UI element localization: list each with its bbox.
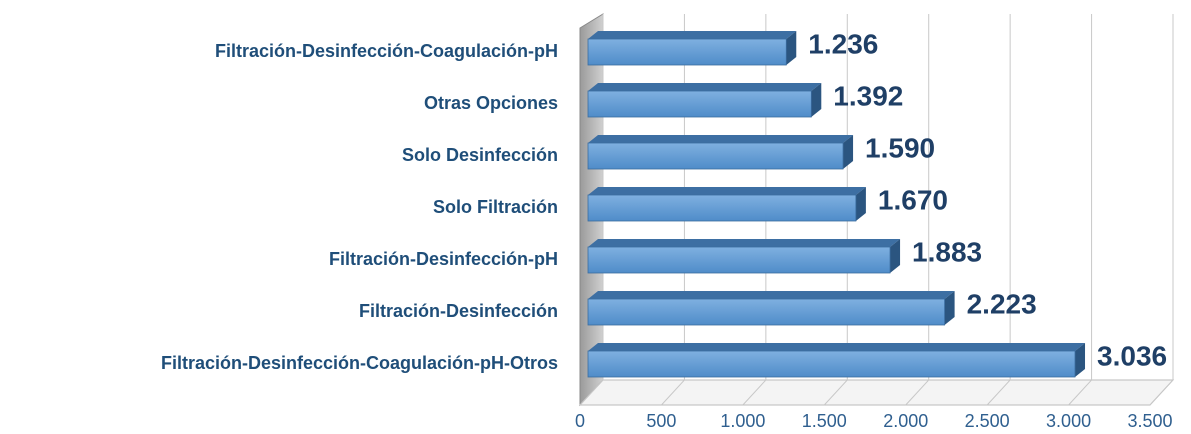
category-label: Solo Desinfección [402, 145, 558, 165]
bar-end [811, 83, 822, 117]
x-tick-label: 2.500 [965, 411, 1010, 431]
bar-top [588, 291, 955, 299]
bar [587, 31, 797, 66]
value-label: 1.883 [912, 236, 982, 267]
bar-top [588, 83, 822, 91]
value-label: 1.236 [808, 28, 878, 59]
bar-end [855, 187, 866, 221]
x-tick-label: 2.000 [883, 411, 928, 431]
bar [587, 291, 955, 326]
bar-end [843, 135, 854, 169]
bar-top [588, 135, 854, 143]
bar-front [587, 90, 812, 118]
bar-end [944, 291, 955, 325]
category-label: Solo Filtración [433, 197, 558, 217]
value-label: 3.036 [1097, 340, 1167, 371]
floor [578, 379, 1175, 406]
bar-top [588, 239, 901, 247]
bar [587, 239, 901, 274]
x-tick-label: 500 [646, 411, 676, 431]
x-tick-label: 3.000 [1046, 411, 1091, 431]
category-label: Filtración-Desinfección-Coagulación-pH [215, 41, 558, 61]
value-label: 2.223 [967, 288, 1037, 319]
category-label: Otras Opciones [424, 93, 558, 113]
bar-front [587, 298, 946, 326]
bar [587, 83, 822, 118]
x-tick-label: 3.500 [1127, 411, 1172, 431]
bar-top [588, 343, 1086, 351]
grid-line [905, 14, 930, 406]
bar [587, 343, 1086, 378]
value-label: 1.392 [833, 80, 903, 111]
bar-front [587, 350, 1076, 378]
bar-front [587, 38, 787, 66]
category-label: Filtración-Desinfección-pH [329, 249, 558, 269]
x-tick-label: 1.500 [802, 411, 847, 431]
grid-line [1149, 14, 1174, 406]
bar [587, 187, 866, 222]
x-tick-label: 1.000 [720, 411, 765, 431]
bar-front [587, 246, 891, 274]
value-label: 1.590 [865, 132, 935, 163]
bar-front [587, 142, 844, 170]
value-label: 1.670 [878, 184, 948, 215]
bar-end [786, 31, 797, 65]
category-label: Filtración-Desinfección [359, 301, 558, 321]
grid-line [1068, 14, 1093, 406]
bar [587, 135, 854, 170]
bar-end [890, 239, 901, 273]
grid-line [986, 14, 1011, 406]
bar-top [588, 31, 797, 39]
category-label: Filtración-Desinfección-Coagulación-pH-O… [161, 353, 558, 373]
bar-top [588, 187, 866, 195]
bar-front [587, 194, 857, 222]
x-tick-label: 0 [575, 411, 585, 431]
bar-end [1075, 343, 1086, 377]
